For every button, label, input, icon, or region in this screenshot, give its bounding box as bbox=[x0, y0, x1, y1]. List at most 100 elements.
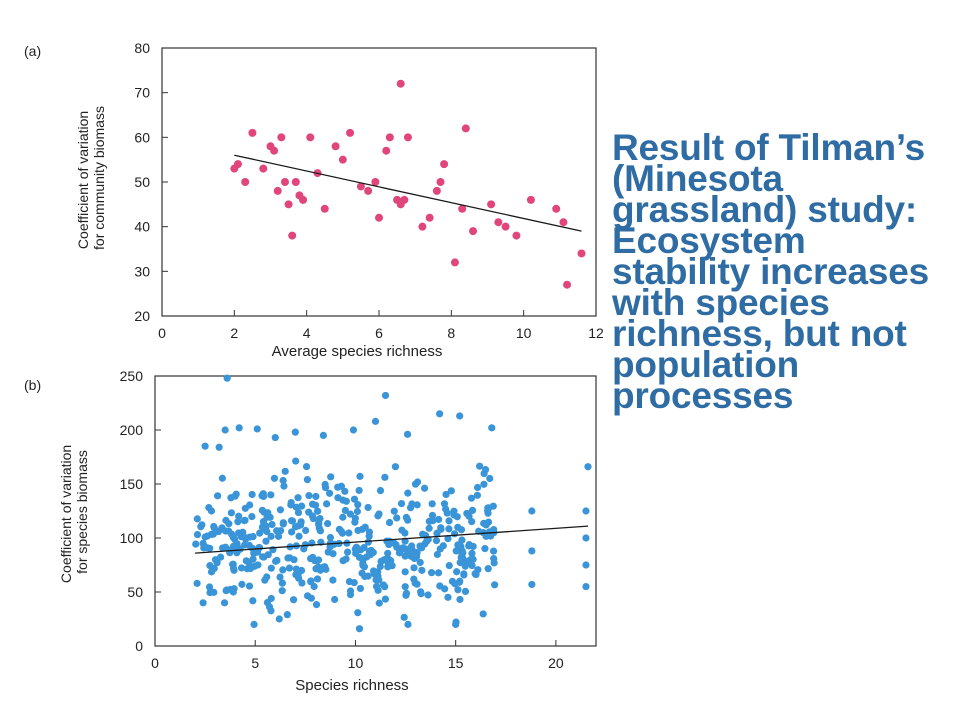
data-point bbox=[419, 530, 427, 538]
panel-a-points bbox=[230, 79, 586, 289]
y-tick-label: 50 bbox=[134, 174, 150, 190]
data-point bbox=[382, 555, 390, 564]
data-point bbox=[193, 515, 201, 523]
data-point bbox=[199, 599, 207, 607]
data-point bbox=[390, 507, 398, 515]
y-tick-label: 250 bbox=[120, 368, 144, 384]
data-point bbox=[355, 486, 363, 495]
data-point bbox=[352, 543, 361, 551]
data-point bbox=[393, 514, 401, 522]
data-point bbox=[270, 146, 279, 155]
data-point bbox=[468, 517, 476, 526]
data-point bbox=[233, 160, 242, 169]
x-tick-label: 0 bbox=[158, 325, 166, 341]
data-point bbox=[365, 528, 374, 536]
data-point bbox=[384, 563, 392, 571]
data-point bbox=[329, 576, 337, 584]
data-point bbox=[402, 591, 410, 599]
data-point bbox=[323, 500, 331, 508]
data-point bbox=[437, 525, 445, 533]
data-point bbox=[358, 555, 366, 563]
data-point bbox=[433, 550, 441, 559]
data-point bbox=[473, 491, 481, 499]
data-point bbox=[297, 521, 305, 529]
data-point bbox=[236, 545, 244, 553]
data-point bbox=[268, 520, 276, 529]
data-point bbox=[235, 512, 243, 520]
data-point bbox=[434, 569, 443, 577]
data-point bbox=[436, 582, 444, 590]
data-point bbox=[399, 544, 407, 552]
data-point bbox=[307, 578, 315, 586]
data-point bbox=[270, 474, 279, 482]
data-point bbox=[400, 195, 409, 204]
data-point bbox=[314, 556, 323, 564]
data-point bbox=[197, 523, 205, 531]
data-point bbox=[287, 498, 295, 507]
data-point bbox=[413, 478, 422, 486]
data-point bbox=[381, 595, 390, 603]
data-point bbox=[331, 595, 339, 604]
data-point bbox=[350, 578, 358, 587]
data-point bbox=[294, 494, 302, 502]
y-tick-label: 30 bbox=[134, 263, 150, 279]
data-point bbox=[512, 231, 521, 240]
panel-a-chart: (a) 20 30 40 50 60 70 80 0 2 4 6 8 10 12 Average spe… bbox=[24, 40, 604, 360]
data-point bbox=[432, 537, 441, 545]
data-point bbox=[376, 486, 385, 495]
data-point bbox=[346, 590, 355, 599]
data-point bbox=[454, 586, 462, 594]
data-point bbox=[490, 554, 498, 563]
data-point bbox=[526, 195, 535, 204]
data-point bbox=[313, 575, 322, 583]
x-tick-label: 5 bbox=[251, 655, 259, 671]
data-point bbox=[259, 490, 267, 498]
data-point bbox=[280, 178, 289, 186]
data-point bbox=[241, 541, 249, 549]
data-point bbox=[459, 554, 467, 562]
x-tick-label: 10 bbox=[348, 655, 364, 671]
data-point bbox=[243, 565, 251, 573]
data-point bbox=[391, 463, 400, 471]
data-point bbox=[308, 500, 317, 508]
data-point bbox=[450, 511, 458, 519]
data-point bbox=[223, 586, 231, 594]
panel-a-trend-line bbox=[234, 154, 582, 232]
data-point bbox=[381, 473, 389, 481]
data-point bbox=[488, 424, 496, 432]
data-point bbox=[210, 588, 218, 596]
data-point bbox=[481, 545, 489, 553]
data-point bbox=[351, 514, 359, 522]
data-point bbox=[337, 527, 346, 536]
data-point bbox=[563, 280, 572, 289]
data-point bbox=[267, 532, 275, 540]
data-point bbox=[227, 509, 236, 517]
data-point bbox=[484, 565, 492, 573]
data-point bbox=[582, 507, 590, 515]
data-point bbox=[559, 218, 568, 227]
data-point bbox=[218, 474, 226, 482]
data-point bbox=[260, 508, 268, 516]
data-point bbox=[460, 571, 468, 579]
data-point bbox=[339, 513, 347, 521]
data-point bbox=[237, 564, 246, 572]
data-point bbox=[250, 549, 258, 557]
data-point bbox=[439, 542, 447, 550]
data-point bbox=[259, 164, 268, 173]
data-point bbox=[278, 587, 286, 595]
data-point bbox=[372, 576, 380, 584]
data-point bbox=[410, 554, 418, 563]
panel-b-points bbox=[192, 374, 592, 633]
data-point bbox=[445, 525, 453, 533]
data-point bbox=[396, 79, 405, 88]
data-point bbox=[225, 520, 233, 528]
data-point bbox=[469, 227, 478, 236]
data-point bbox=[528, 580, 536, 589]
data-point bbox=[355, 625, 364, 633]
y-tick-label: 150 bbox=[120, 476, 144, 492]
data-point bbox=[408, 547, 417, 555]
data-point bbox=[489, 502, 497, 510]
data-point bbox=[223, 374, 231, 382]
data-point bbox=[358, 569, 366, 577]
data-point bbox=[285, 564, 294, 572]
